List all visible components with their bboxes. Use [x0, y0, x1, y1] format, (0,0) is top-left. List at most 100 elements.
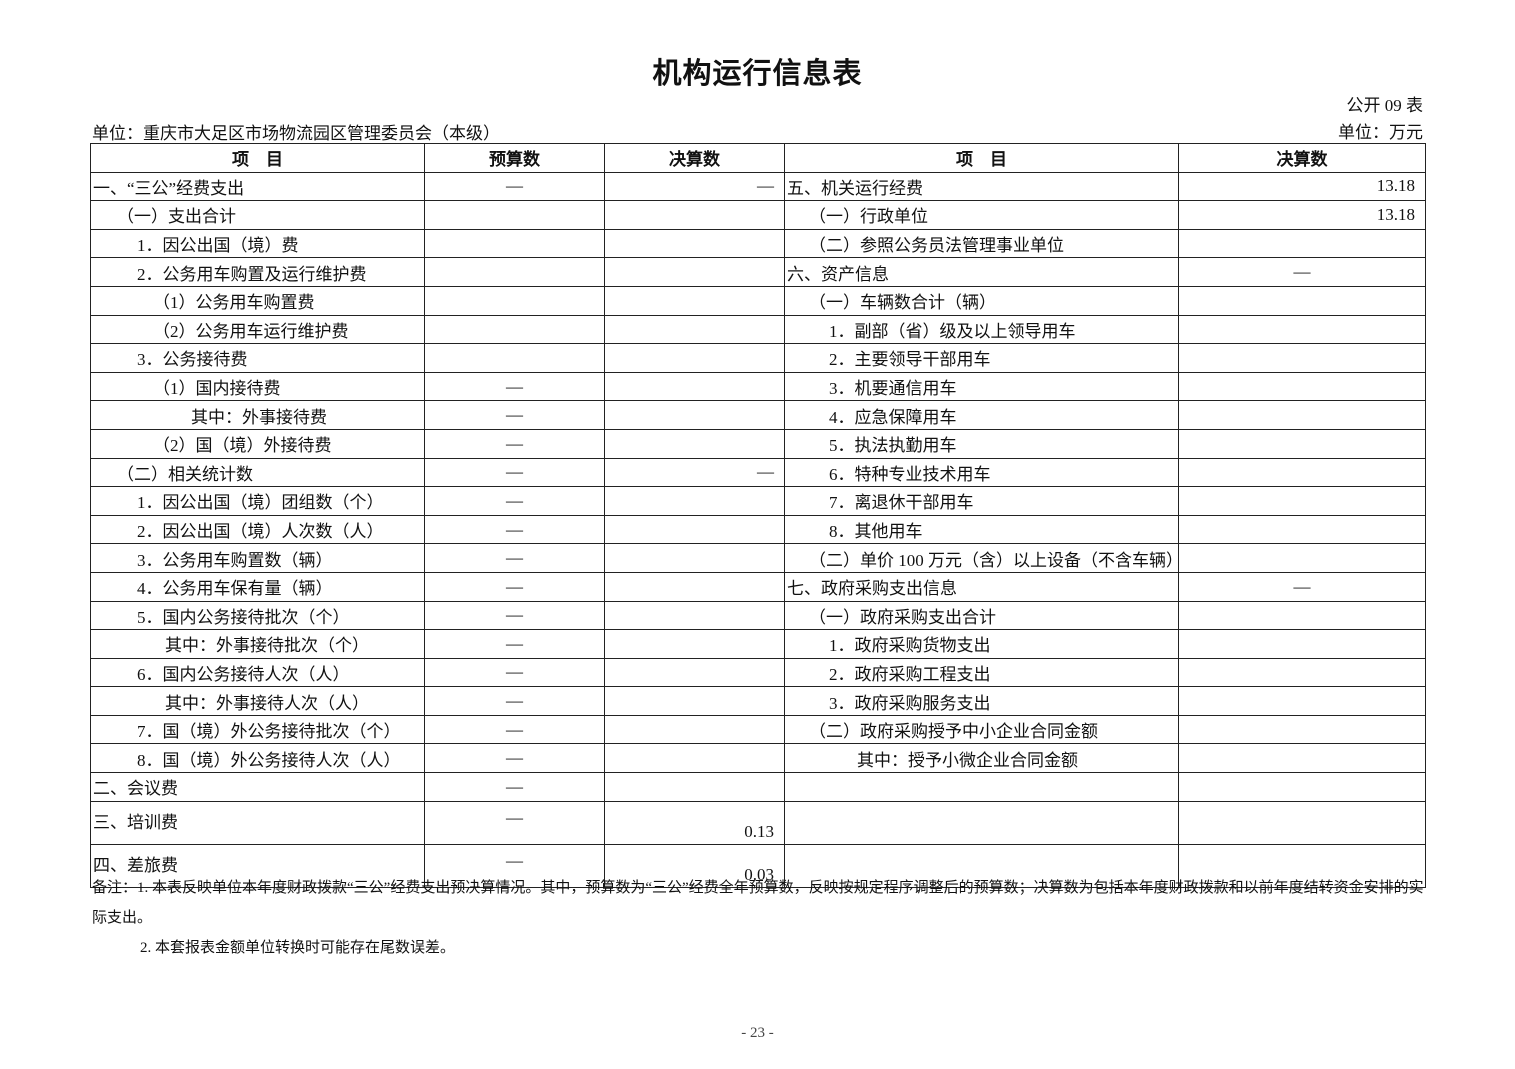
header-final-left: 决算数	[604, 143, 785, 173]
right-item-cell: （一）车辆数合计（辆）	[784, 285, 1179, 316]
budget-cell: —	[424, 714, 605, 745]
right-item-cell	[784, 800, 1179, 845]
right-item-cell: 4．应急保障用车	[784, 400, 1179, 430]
final-cell	[604, 343, 785, 373]
right-final-cell	[1178, 314, 1426, 345]
budget-cell: —	[424, 629, 605, 659]
right-item-cell: 五、机关运行经费	[784, 171, 1179, 202]
table-row: （2）国（境）外接待费 — 5．执法执勤用车	[90, 428, 1426, 459]
right-final-cell	[1178, 228, 1426, 259]
budget-cell: —	[424, 428, 605, 459]
table-row: 3．公务用车购置数（辆） — （二）单价 100 万元（含）以上设备（不含车辆）	[90, 543, 1426, 573]
budget-cell	[424, 343, 605, 373]
right-final-cell: 13.18	[1178, 200, 1426, 230]
final-cell: —	[604, 171, 785, 202]
left-item-cell: 1．因公出国（境）团组数（个）	[90, 486, 425, 516]
table-row: 其中：外事接待费 — 4．应急保障用车	[90, 400, 1426, 430]
budget-cell: —	[424, 486, 605, 516]
left-item-cell: （2）国（境）外接待费	[90, 428, 425, 459]
right-item-cell: 3．政府采购服务支出	[784, 686, 1179, 716]
left-item-cell: 8．国（境）外公务接待人次（人）	[90, 743, 425, 774]
budget-cell: —	[424, 686, 605, 716]
left-item-cell: 二、会议费	[90, 772, 425, 802]
table-row: 4．公务用车保有量（辆） — 七、政府采购支出信息 —	[90, 571, 1426, 602]
right-item-cell	[784, 843, 1179, 888]
right-item-cell: （一）行政单位	[784, 200, 1179, 230]
right-final-cell	[1178, 486, 1426, 516]
header-row: 项 目 预算数 决算数 项 目 决算数	[90, 143, 1426, 173]
final-cell	[604, 514, 785, 545]
table-row: （2）公务用车运行维护费 1．副部（省）级及以上领导用车	[90, 314, 1426, 345]
left-item-cell: 7．国（境）外公务接待批次（个）	[90, 714, 425, 745]
right-item-cell: 1．政府采购货物支出	[784, 629, 1179, 659]
right-item-cell: 1．副部（省）级及以上领导用车	[784, 314, 1179, 345]
table-row: 8．国（境）外公务接待人次（人） — 其中：授予小微企业合同金额	[90, 743, 1426, 774]
final-cell	[604, 285, 785, 316]
budget-cell: —	[424, 800, 605, 845]
final-cell	[604, 657, 785, 688]
left-item-cell: （1）国内接待费	[90, 371, 425, 402]
final-cell	[604, 772, 785, 802]
right-final-cell	[1178, 714, 1426, 745]
left-item-cell: 3．公务接待费	[90, 343, 425, 373]
left-item-cell: 5．国内公务接待批次（个）	[90, 600, 425, 631]
left-item-cell: 6．国内公务接待人次（人）	[90, 657, 425, 688]
table-row: （1）公务用车购置费 （一）车辆数合计（辆）	[90, 285, 1426, 316]
table-row: 1．因公出国（境）团组数（个） — 7．离退休干部用车	[90, 486, 1426, 516]
budget-cell: —	[424, 657, 605, 688]
right-item-cell: （二）参照公务员法管理事业单位	[784, 228, 1179, 259]
left-item-cell: 一、“三公”经费支出	[90, 171, 425, 202]
budget-cell: —	[424, 400, 605, 430]
right-final-cell	[1178, 428, 1426, 459]
table-row: （二）相关统计数 — —6．特种专业技术用车	[90, 457, 1426, 488]
table-row: 3．公务接待费 2．主要领导干部用车	[90, 343, 1426, 373]
right-item-cell: （二）政府采购授予中小企业合同金额	[784, 714, 1179, 745]
final-cell	[604, 686, 785, 716]
right-final-cell: 13.18	[1178, 171, 1426, 202]
currency-unit: 单位：万元	[1338, 123, 1423, 142]
left-item-cell: 2．公务用车购置及运行维护费	[90, 257, 425, 287]
final-cell	[604, 714, 785, 745]
right-final-cell: —	[1178, 257, 1426, 287]
left-item-cell: （1）公务用车购置费	[90, 285, 425, 316]
right-final-cell	[1178, 285, 1426, 316]
right-item-cell: 3．机要通信用车	[784, 371, 1179, 402]
final-cell	[604, 743, 785, 774]
final-cell	[604, 629, 785, 659]
table-row: 二、会议费 —	[90, 772, 1426, 802]
right-final-cell	[1178, 686, 1426, 716]
right-final-cell	[1178, 800, 1426, 845]
table-row: 一、“三公”经费支出 — — 五、机关运行经费 13.18	[90, 171, 1426, 202]
budget-cell	[424, 257, 605, 287]
final-cell	[604, 486, 785, 516]
budget-cell: —	[424, 743, 605, 774]
page-title: 机构运行信息表	[652, 58, 863, 90]
table-row: 7．国（境）外公务接待批次（个） — （二）政府采购授予中小企业合同金额	[90, 714, 1426, 745]
final-cell	[604, 200, 785, 230]
table-row: 5．国内公务接待批次（个） — （一）政府采购支出合计	[90, 600, 1426, 631]
final-cell: —	[604, 457, 785, 488]
right-item-cell: 其中：授予小微企业合同金额	[784, 743, 1179, 774]
right-item-cell: 8．其他用车	[784, 514, 1179, 545]
final-cell: 0.13	[604, 800, 785, 845]
right-item-cell: （二）单价 100 万元（含）以上设备（不含车辆）	[784, 543, 1179, 573]
budget-cell: —	[424, 843, 605, 888]
budget-cell: —	[424, 171, 605, 202]
budget-cell: —	[424, 514, 605, 545]
left-item-cell: 2．因公出国（境）人次数（人）	[90, 514, 425, 545]
right-final-cell	[1178, 457, 1426, 488]
final-cell	[604, 543, 785, 573]
right-final-cell	[1178, 543, 1426, 573]
table-row: 6．国内公务接待人次（人） — 2．政府采购工程支出	[90, 657, 1426, 688]
budget-cell	[424, 200, 605, 230]
final-cell	[604, 228, 785, 259]
left-item-cell: 其中：外事接待费	[90, 400, 425, 430]
table-row: 三、培训费 —0.13	[90, 800, 1426, 845]
header-budget: 预算数	[424, 143, 605, 173]
left-item-cell: 4．公务用车保有量（辆）	[90, 571, 425, 602]
right-final-cell	[1178, 657, 1426, 688]
page-number: - 23 -	[741, 1025, 774, 1041]
table-row: 四、差旅费 —0.03	[90, 843, 1426, 888]
table-row: 其中：外事接待人次（人） — 3．政府采购服务支出	[90, 686, 1426, 716]
budget-cell	[424, 314, 605, 345]
